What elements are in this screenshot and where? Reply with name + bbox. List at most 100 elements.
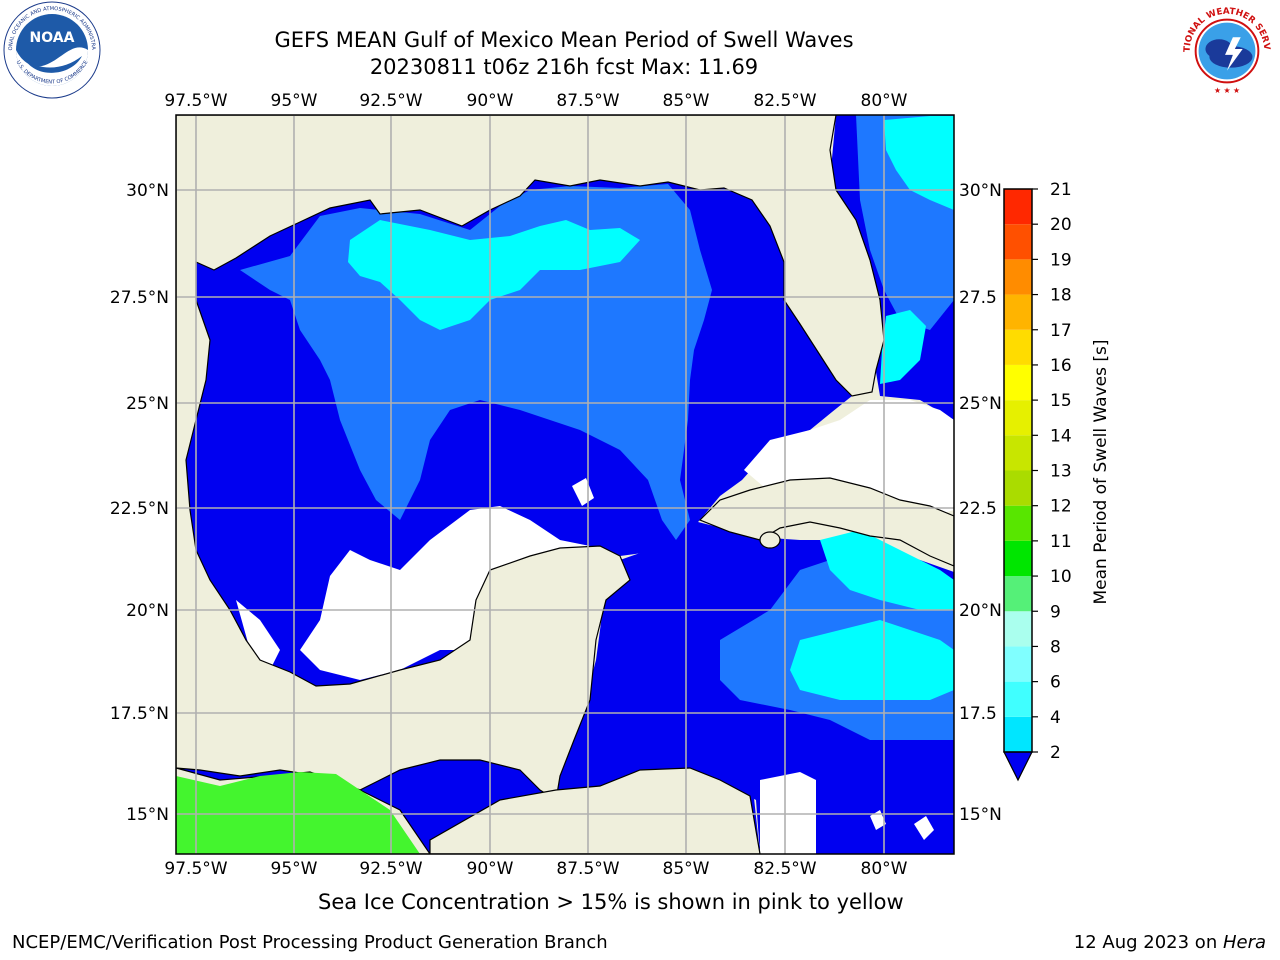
colorbar-band [1004,294,1032,330]
colorbar-band [1004,435,1032,471]
lon-label-bottom: 82.5°W [753,859,816,879]
colorbar-tick-label: 17 [1050,321,1072,341]
lat-label-right: 17.5 [959,704,997,724]
lon-label-bottom: 97.5°W [164,859,227,879]
machine-name: Hera [1222,932,1266,953]
lon-label-top: 90°W [467,91,514,111]
national-weather-service-logo: NATIONAL WEATHER SERVICE ★ ★ ★ [1178,2,1274,98]
colorbar-tick-label: 6 [1050,673,1061,693]
map-subtitle: 20230811 t06z 216h fcst Max: 11.69 [369,55,759,79]
graticule [176,115,954,854]
lon-label-bottom: 92.5°W [359,859,422,879]
lon-label-bottom: 95°W [271,859,318,879]
colorbar-label: Mean Period of Swell Waves [s] [1091,340,1111,605]
map-plot-area [176,115,954,854]
colorbar-tick-label: 14 [1050,426,1072,446]
central-america-green-area [176,772,420,854]
lat-label-left: 30°N [126,181,169,201]
lat-label-left: 22.5°N [110,499,169,519]
map-title: GEFS MEAN Gulf of Mexico Mean Period of … [274,28,854,52]
lat-labels-right: 30°N 27.5 25°N 22.5 20°N 17.5 15°N [959,181,1002,825]
lon-label-top: 97.5°W [164,91,227,111]
noaa-center-text: NOAA [30,30,75,46]
lon-label-bottom: 85°W [663,859,710,879]
lat-label-left: 17.5°N [110,704,169,724]
honduras-nodata-region [760,772,816,854]
lat-label-right: 15°N [959,805,1002,825]
colorbar-tick-label: 13 [1050,462,1072,482]
lon-label-bottom: 87.5°W [556,859,619,879]
lat-label-left: 25°N [126,394,169,414]
gulf-high-period-region [348,220,640,330]
date-text: 12 Aug 2023 on [1073,932,1223,953]
campeche-nodata-region [300,506,612,680]
colorbar-band [1004,576,1032,612]
lon-label-top: 80°W [861,91,908,111]
lat-label-right: 25°N [959,394,1002,414]
sea-ice-note: Sea Ice Concentration > 15% is shown in … [318,890,904,914]
colorbar-tick-label: 20 [1050,215,1072,235]
bahamas-high-period-region [880,310,926,384]
colorbar-tick-label: 11 [1050,532,1072,552]
lon-label-top: 95°W [271,91,318,111]
lat-label-right: 22.5 [959,499,997,519]
colorbar-tick-label: 21 [1050,180,1072,200]
colorbar-tick-label: 19 [1050,250,1072,270]
map-frame [175,114,955,855]
lat-labels-left: 30°N 27.5°N 25°N 22.5°N 20°N 17.5°N 15°N [110,181,169,825]
lon-label-top: 85°W [663,91,710,111]
colorbar-tick-label: 18 [1050,286,1072,306]
lat-label-right: 30°N [959,181,1002,201]
lon-label-bottom: 90°W [467,859,514,879]
colorbar-band [1004,505,1032,541]
colorbar-tick-label: 12 [1050,497,1072,517]
lon-label-top: 82.5°W [753,91,816,111]
cuba-landmass [698,477,954,567]
nws-stars: ★ ★ ★ [1214,86,1240,95]
colorbar-tick-label: 9 [1050,602,1061,622]
lat-label-right: 20°N [959,601,1002,621]
colorbar-band [1004,329,1032,365]
colorbar-extension [1003,751,1033,782]
colorbar-band [1004,646,1032,682]
colorbar-tick-label: 16 [1050,356,1072,376]
honduras-landmass [429,767,761,854]
lat-label-right: 27.5 [959,288,997,308]
mexico-coast-nodata-region [236,600,280,670]
north-america-landmass [176,115,885,801]
lon-label-top: 92.5°W [359,91,422,111]
colorbar-band [1004,470,1032,506]
colorbar-band [1004,716,1032,752]
colorbar-band [1004,540,1032,577]
isle-of-youth-landmass [759,531,781,549]
colorbar: 2 4 6 8 9 10 11 12 13 14 15 16 17 18 19 20 21 [1003,180,1072,782]
lat-label-left: 20°N [126,601,169,621]
lon-label-top: 87.5°W [556,91,619,111]
colorbar-tick-label: 8 [1050,637,1061,657]
lon-label-bottom: 80°W [861,859,908,879]
colorbar-tick-label: 15 [1050,391,1072,411]
credit-line: NCEP/EMC/Verification Post Processing Pr… [12,932,608,953]
lon-labels-bottom: 97.5°W 95°W 92.5°W 90°W 87.5°W 85°W 82.5°W 80°W [164,859,907,879]
colorbar-tick-label: 2 [1050,743,1061,763]
colorbar-band [1004,611,1032,647]
lat-label-left: 15°N [126,805,169,825]
caribbean-high-period-region-2 [820,530,954,610]
colorbar-band [1004,189,1032,225]
nodata-patch-2 [870,810,886,830]
colorbar-band [1004,259,1032,295]
date-line: 12 Aug 2023 on Hera [1074,932,1266,953]
colorbar-band [1004,681,1032,717]
colorbar-tick-label: 4 [1050,708,1061,728]
lon-labels-top: 97.5°W 95°W 92.5°W 90°W 87.5°W 85°W 82.5°W 80°W [164,91,907,111]
colorbar-band [1004,364,1032,401]
noaa-logo: NOAA NATIONAL OCEANIC AND ATMOSPHERIC AD… [2,0,101,99]
nodata-patch-3 [914,816,934,840]
atlantic-high-period-region [884,116,954,210]
lat-label-left: 27.5°N [110,288,169,308]
colorbar-tick-label: 10 [1050,567,1072,587]
colorbar-band [1004,224,1032,260]
caribbean-high-period-region [790,620,954,700]
colorbar-band [1004,400,1032,436]
